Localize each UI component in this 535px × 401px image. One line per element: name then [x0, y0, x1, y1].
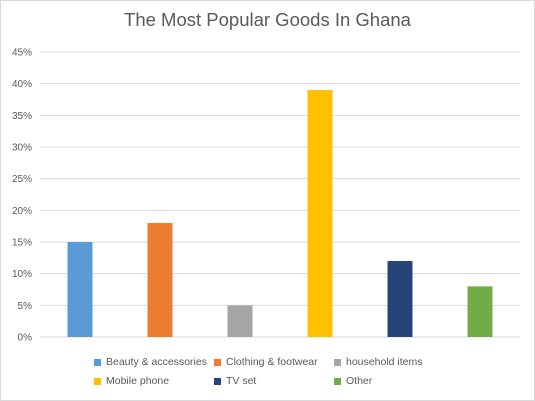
y-tick-label: 0% [18, 333, 33, 344]
y-tick-label: 15% [12, 238, 32, 249]
legend-item: TV set [214, 375, 256, 387]
bar-other [467, 286, 493, 337]
legend-label: household items [346, 356, 423, 368]
bar-clothing-footwear [147, 223, 173, 337]
y-tick-label: 40% [12, 79, 32, 90]
legend-item: Clothing & footwear [214, 356, 318, 368]
y-tick-label: 20% [12, 206, 32, 217]
legend-label: Beauty & accessories [106, 356, 207, 368]
y-tick-label: 45% [12, 48, 32, 59]
legend-item: Mobile phone [94, 375, 169, 387]
legend-item: Beauty & accessories [94, 356, 207, 368]
legend-swatch [214, 358, 221, 366]
legend-label: TV set [226, 375, 257, 387]
legend-label: Mobile phone [106, 375, 170, 387]
bar-beauty-accessories [67, 242, 93, 337]
y-tick-label: 5% [18, 301, 33, 312]
y-tick-label: 30% [12, 143, 32, 154]
legend-item: household items [334, 356, 422, 368]
legend-label: Clothing & footwear [226, 356, 318, 368]
legend-swatch [94, 358, 101, 366]
legend-swatch [94, 377, 101, 385]
legend-label: Other [346, 375, 373, 387]
y-tick-label: 35% [12, 111, 32, 122]
y-tick-label: 10% [12, 269, 32, 280]
bar-mobile-phone [307, 90, 333, 337]
legend-item: Other [334, 375, 372, 387]
bar-tv-set [387, 261, 413, 337]
bar-household-items [227, 305, 253, 337]
y-tick-label: 25% [12, 174, 32, 185]
legend-swatch [334, 358, 341, 366]
legend-swatch [334, 377, 341, 385]
chart-title: The Most Popular Goods In Ghana [124, 9, 411, 30]
legend-swatch [214, 377, 221, 385]
